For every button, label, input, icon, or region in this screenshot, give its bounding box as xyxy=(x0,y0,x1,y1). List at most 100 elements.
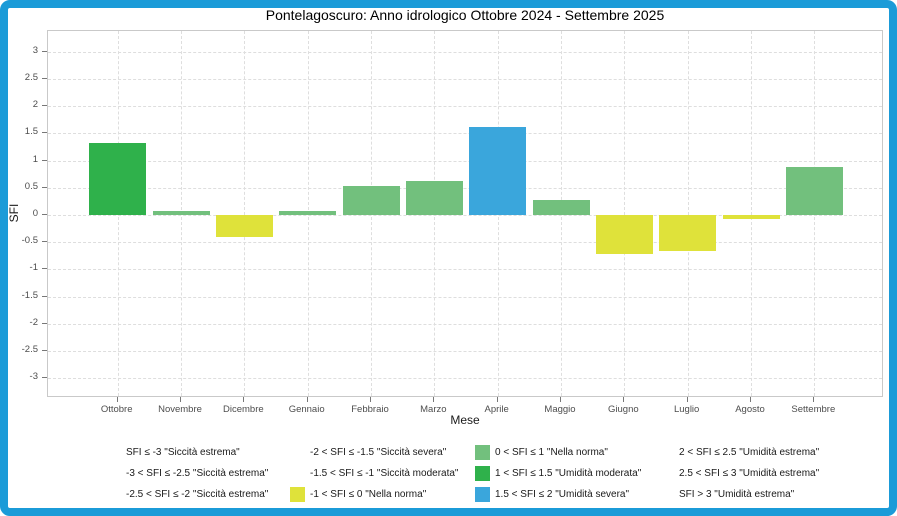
x-tick-mark xyxy=(433,397,435,402)
gridline-vertical xyxy=(687,31,689,396)
chart-title: Pontelagoscuro: Anno idrologico Ottobre … xyxy=(265,7,665,23)
gridline-horizontal xyxy=(48,323,882,325)
legend-label: -2.5 < SFI ≤ -2 "Siccità estrema" xyxy=(126,489,269,500)
gridline-horizontal xyxy=(48,296,882,298)
legend-item: -1.5 < SFI ≤ -1 "Siccità moderata" xyxy=(290,465,458,482)
y-tick-label: -2 xyxy=(29,316,38,328)
x-tick-mark xyxy=(560,397,561,402)
legend-label: SFI ≤ -3 "Siccità estrema" xyxy=(126,447,240,458)
y-tick-label: 1.5 xyxy=(24,126,38,138)
bar-giugno xyxy=(595,215,653,255)
legend-item: 1 < SFI ≤ 1.5 "Umidità moderata" xyxy=(475,465,641,482)
legend-item: 1.5 < SFI ≤ 2 "Umidità severa" xyxy=(475,486,629,503)
bar-gennaio xyxy=(279,210,337,216)
legend-swatch-empty xyxy=(659,466,674,481)
x-tick-label: Marzo xyxy=(420,404,447,415)
y-tick-mark xyxy=(42,77,47,79)
gridline-horizontal xyxy=(48,106,882,108)
y-tick-label: 3 xyxy=(32,44,38,56)
y-tick-label: 0 xyxy=(32,208,38,220)
legend-swatch xyxy=(290,487,305,502)
y-tick-mark xyxy=(42,186,47,188)
y-tick-label: 0.5 xyxy=(24,180,38,192)
y-tick-label: -0.5 xyxy=(21,235,38,247)
legend-label: -2 < SFI ≤ -1.5 "Siccità severa" xyxy=(310,447,447,458)
gridline-horizontal xyxy=(48,51,882,53)
legend-swatch-empty xyxy=(106,466,121,481)
legend-item: -3 < SFI ≤ -2.5 "Siccità estrema" xyxy=(106,465,268,482)
gridline-horizontal xyxy=(48,160,882,162)
x-tick-label: Aprile xyxy=(484,404,509,415)
legend-item: -2.5 < SFI ≤ -2 "Siccità estrema" xyxy=(106,486,268,503)
legend-label: 2.5 < SFI ≤ 3 "Umidità estrema" xyxy=(679,468,820,479)
gridline-horizontal xyxy=(48,242,882,244)
gridline-horizontal xyxy=(48,269,882,271)
x-tick-mark xyxy=(623,397,625,402)
bar-luglio xyxy=(659,215,717,251)
y-tick-mark xyxy=(42,295,47,297)
y-tick-label: -3 xyxy=(29,371,38,383)
bar-settembre xyxy=(785,167,843,216)
x-tick-mark xyxy=(370,397,371,402)
x-axis-title: Mese xyxy=(450,413,480,427)
y-tick-label: 1 xyxy=(32,153,38,165)
x-tick-label: Maggio xyxy=(544,404,576,415)
legend-label: -1.5 < SFI ≤ -1 "Siccità moderata" xyxy=(310,468,459,479)
legend-label: -1 < SFI ≤ 0 "Nella norma" xyxy=(310,489,427,500)
bar-marzo xyxy=(405,180,463,216)
legend-item: -1 < SFI ≤ 0 "Nella norma" xyxy=(290,486,426,503)
legend-item: -2 < SFI ≤ -1.5 "Siccità severa" xyxy=(290,444,446,461)
legend-label: 0 < SFI ≤ 1 "Nella norma" xyxy=(495,447,608,458)
legend-swatch-empty xyxy=(659,445,674,460)
x-tick-mark xyxy=(813,397,815,402)
y-tick-mark xyxy=(42,268,47,270)
y-tick-label: -1 xyxy=(29,262,38,274)
legend-item: 2 < SFI ≤ 2.5 "Umidità estrema" xyxy=(659,444,819,461)
x-tick-mark xyxy=(180,397,181,402)
y-tick-label: -2.5 xyxy=(21,344,38,356)
legend-swatch-empty xyxy=(106,487,121,502)
y-tick-mark xyxy=(42,241,47,243)
legend-swatch xyxy=(475,466,490,481)
y-tick-mark xyxy=(42,214,47,216)
gridline-horizontal xyxy=(48,215,882,217)
legend-swatch-empty xyxy=(290,466,305,481)
y-tick-label: -1.5 xyxy=(21,289,38,301)
legend-label: SFI > 3 "Umidità estrema" xyxy=(679,489,795,500)
x-tick-label: Novembre xyxy=(158,404,202,415)
legend-swatch xyxy=(475,445,490,460)
x-tick-mark xyxy=(306,397,308,402)
y-tick-label: 2 xyxy=(32,99,38,111)
gridline-horizontal xyxy=(48,378,882,380)
legend-label: 1.5 < SFI ≤ 2 "Umidità severa" xyxy=(495,489,630,500)
bar-maggio xyxy=(532,199,590,216)
legend-item: SFI > 3 "Umidità estrema" xyxy=(659,486,794,503)
x-tick-label: Dicembre xyxy=(223,404,264,415)
gridline-horizontal xyxy=(48,351,882,353)
x-tick-label: Gennaio xyxy=(288,404,325,415)
y-tick-mark xyxy=(42,132,47,134)
x-tick-mark xyxy=(686,397,688,402)
x-tick-label: Ottobre xyxy=(100,404,133,415)
x-tick-label: Luglio xyxy=(673,404,700,415)
gridline-horizontal xyxy=(48,133,882,135)
x-tick-label: Settembre xyxy=(791,404,836,415)
y-tick-mark xyxy=(42,159,47,161)
bar-febbraio xyxy=(342,186,400,216)
legend-item: 2.5 < SFI ≤ 3 "Umidità estrema" xyxy=(659,465,819,482)
x-tick-label: Febbraio xyxy=(351,404,389,415)
bar-novembre xyxy=(152,211,210,216)
legend-swatch-empty xyxy=(659,487,674,502)
x-tick-mark xyxy=(243,397,245,402)
plot-panel xyxy=(47,30,883,397)
x-tick-mark xyxy=(496,397,498,402)
x-tick-label: Agosto xyxy=(735,404,765,415)
legend-swatch-empty xyxy=(106,445,121,460)
y-tick-mark xyxy=(42,377,47,379)
x-tick-label: Giugno xyxy=(608,404,639,415)
y-tick-label: 2.5 xyxy=(24,71,38,83)
y-tick-mark xyxy=(42,350,47,352)
gridline-vertical xyxy=(624,31,626,396)
gridline-vertical xyxy=(751,31,752,396)
